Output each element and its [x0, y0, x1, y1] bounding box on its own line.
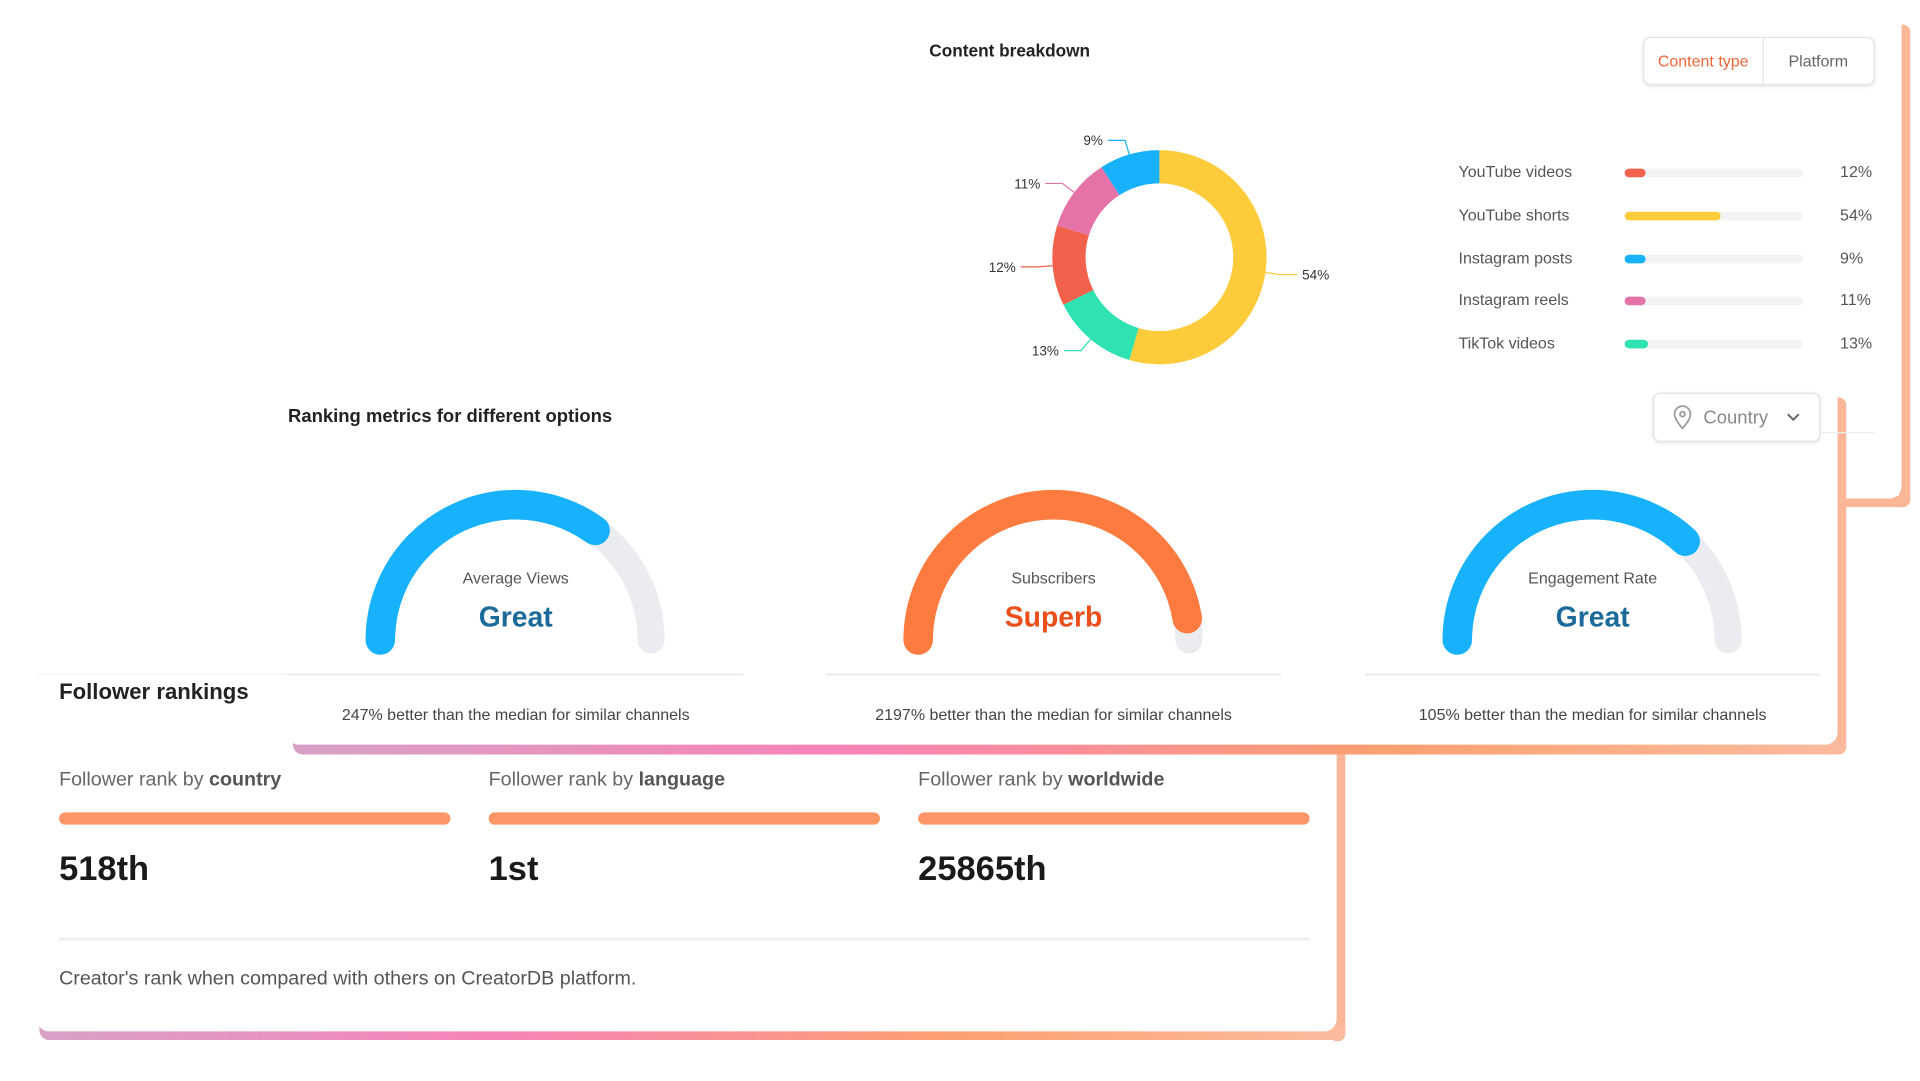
donut-data-label: 13%	[1032, 344, 1059, 359]
rank-bar	[918, 812, 1310, 825]
dropdown-value: Country	[1703, 406, 1769, 428]
legend-bar-fill	[1624, 254, 1647, 264]
legend-bar-fill	[1624, 211, 1722, 221]
card-accent-right	[1899, 24, 1911, 508]
legend-label: TikTok videos	[1458, 333, 1555, 353]
content-breakdown-title: Content breakdown	[929, 40, 1091, 61]
legend-row: Instagram reels 11%	[1458, 290, 1876, 312]
legend-label: Instagram posts	[1458, 248, 1573, 268]
gauge-note: 105% better than the median for similar …	[1418, 705, 1767, 724]
legend-row: YouTube videos 12%	[1458, 162, 1876, 184]
donut-data-label: 54%	[1302, 268, 1329, 283]
gauge-fill	[365, 489, 666, 655]
gauge-name: Engagement Rate	[1528, 568, 1658, 588]
rank-label-emphasis: worldwide	[1068, 769, 1165, 791]
legend-bar-track	[1624, 168, 1804, 178]
legend-bar-fill	[1624, 339, 1648, 349]
donut-segment-instagram-posts	[1101, 150, 1160, 196]
breakdown-toggle: Content type Platform	[1643, 36, 1875, 85]
divider	[825, 673, 1282, 676]
donut-leader-line	[1045, 182, 1075, 193]
follower-rank-country: Follower rank by country 518th	[59, 769, 451, 888]
legend-value: 13%	[1840, 333, 1873, 353]
rank-label-emphasis: country	[209, 769, 282, 791]
gauge-subscribers: Subscribers Superb 2197% better than the…	[825, 486, 1282, 732]
donut-data-label: 12%	[989, 260, 1016, 275]
legend-value: 54%	[1840, 205, 1873, 225]
rank-value: 25865th	[918, 849, 1047, 888]
card-accent-bottom	[1833, 496, 1911, 508]
legend-label: YouTube videos	[1458, 162, 1573, 181]
legend-value: 11%	[1840, 290, 1871, 309]
legend-value: 9%	[1840, 248, 1864, 268]
toggle-platform[interactable]: Platform	[1788, 51, 1849, 71]
donut-data-label: 11%	[1014, 176, 1040, 191]
legend-row: YouTube shorts 54%	[1458, 206, 1876, 228]
donut-leader-line	[1265, 271, 1298, 276]
gauge-arc	[365, 489, 666, 655]
gauge-rating: Great	[478, 600, 553, 633]
chevron-down-icon	[1786, 413, 1799, 422]
legend-row: TikTok videos 13%	[1458, 334, 1876, 356]
rank-label: Follower rank by country	[59, 769, 450, 791]
rank-label-emphasis: language	[638, 769, 726, 791]
legend-bar-track	[1624, 339, 1804, 349]
rank-value: 1st	[488, 849, 539, 888]
legend-bar-track	[1624, 211, 1804, 221]
legend-bar-fill	[1624, 296, 1647, 306]
legend-label: Instagram reels	[1458, 290, 1569, 309]
card-accent-right	[1334, 738, 1346, 1042]
ranking-metrics-title: Ranking metrics for different options	[288, 406, 613, 428]
rank-bar	[59, 812, 451, 825]
rank-bar	[488, 812, 881, 825]
gauge-name: Average Views	[462, 568, 569, 588]
gauge-note: 2197% better than the median for similar…	[875, 705, 1232, 724]
legend-bar-fill	[1624, 168, 1647, 178]
donut-segment-tiktok-videos	[1063, 290, 1139, 360]
gauge-fill	[903, 489, 1204, 655]
gauge-rating: Great	[1555, 600, 1630, 633]
country-dropdown[interactable]: Country	[1652, 392, 1821, 442]
donut-segment-instagram-reels	[1057, 167, 1120, 236]
legend-bar-track	[1624, 296, 1804, 306]
legend-bar-track	[1624, 254, 1804, 264]
card-accent-right	[1835, 397, 1847, 755]
gauge-arc	[1442, 489, 1743, 655]
follower-rankings-title: Follower rankings	[59, 679, 249, 705]
legend-label: YouTube shorts	[1458, 205, 1570, 225]
follower-rank-worldwide: Follower rank by worldwide 25865th	[918, 769, 1310, 888]
rank-value: 518th	[59, 849, 150, 888]
ranking-metrics-card	[286, 387, 1838, 745]
toggle-content-type[interactable]: Content type	[1644, 38, 1764, 84]
divider	[288, 673, 744, 676]
follower-rank-language: Follower rank by language 1st	[488, 769, 881, 888]
divider	[59, 937, 1310, 941]
donut-chart: 54% 13% 12% 11% 9%	[989, 133, 1329, 365]
gauge-rating: Superb	[1004, 600, 1103, 633]
legend-value: 12%	[1840, 162, 1873, 181]
map-pin-icon	[1673, 405, 1692, 430]
gauge-note: 247% better than the median for similar …	[341, 705, 690, 724]
rank-label: Follower rank by worldwide	[918, 769, 1309, 791]
donut-leader-line	[1107, 139, 1130, 155]
gauge-arc	[903, 489, 1204, 655]
donut-leader-line	[1020, 265, 1053, 268]
donut-leader-line	[1063, 338, 1092, 352]
gauge-fill	[1442, 489, 1743, 655]
donut-segment-youtube-shorts	[1129, 150, 1267, 365]
divider	[1364, 673, 1821, 676]
rank-label-prefix: Follower rank by	[918, 769, 1069, 791]
gauge-average-views: Average Views Great 247% better than the…	[288, 486, 744, 732]
donut-segment-youtube-videos	[1052, 225, 1094, 305]
donut-data-label: 9%	[1083, 133, 1103, 148]
follower-rankings-footnote: Creator's rank when compared with others…	[59, 968, 637, 990]
gauge-engagement-rate: Engagement Rate Great 105% better than t…	[1364, 486, 1821, 732]
gauge-name: Subscribers	[1011, 568, 1096, 588]
rank-label: Follower rank by language	[489, 769, 880, 791]
legend-row: Instagram posts 9%	[1458, 249, 1876, 271]
rank-label-prefix: Follower rank by	[488, 769, 639, 791]
divider	[1821, 432, 1875, 434]
rank-label-prefix: Follower rank by	[59, 769, 210, 791]
